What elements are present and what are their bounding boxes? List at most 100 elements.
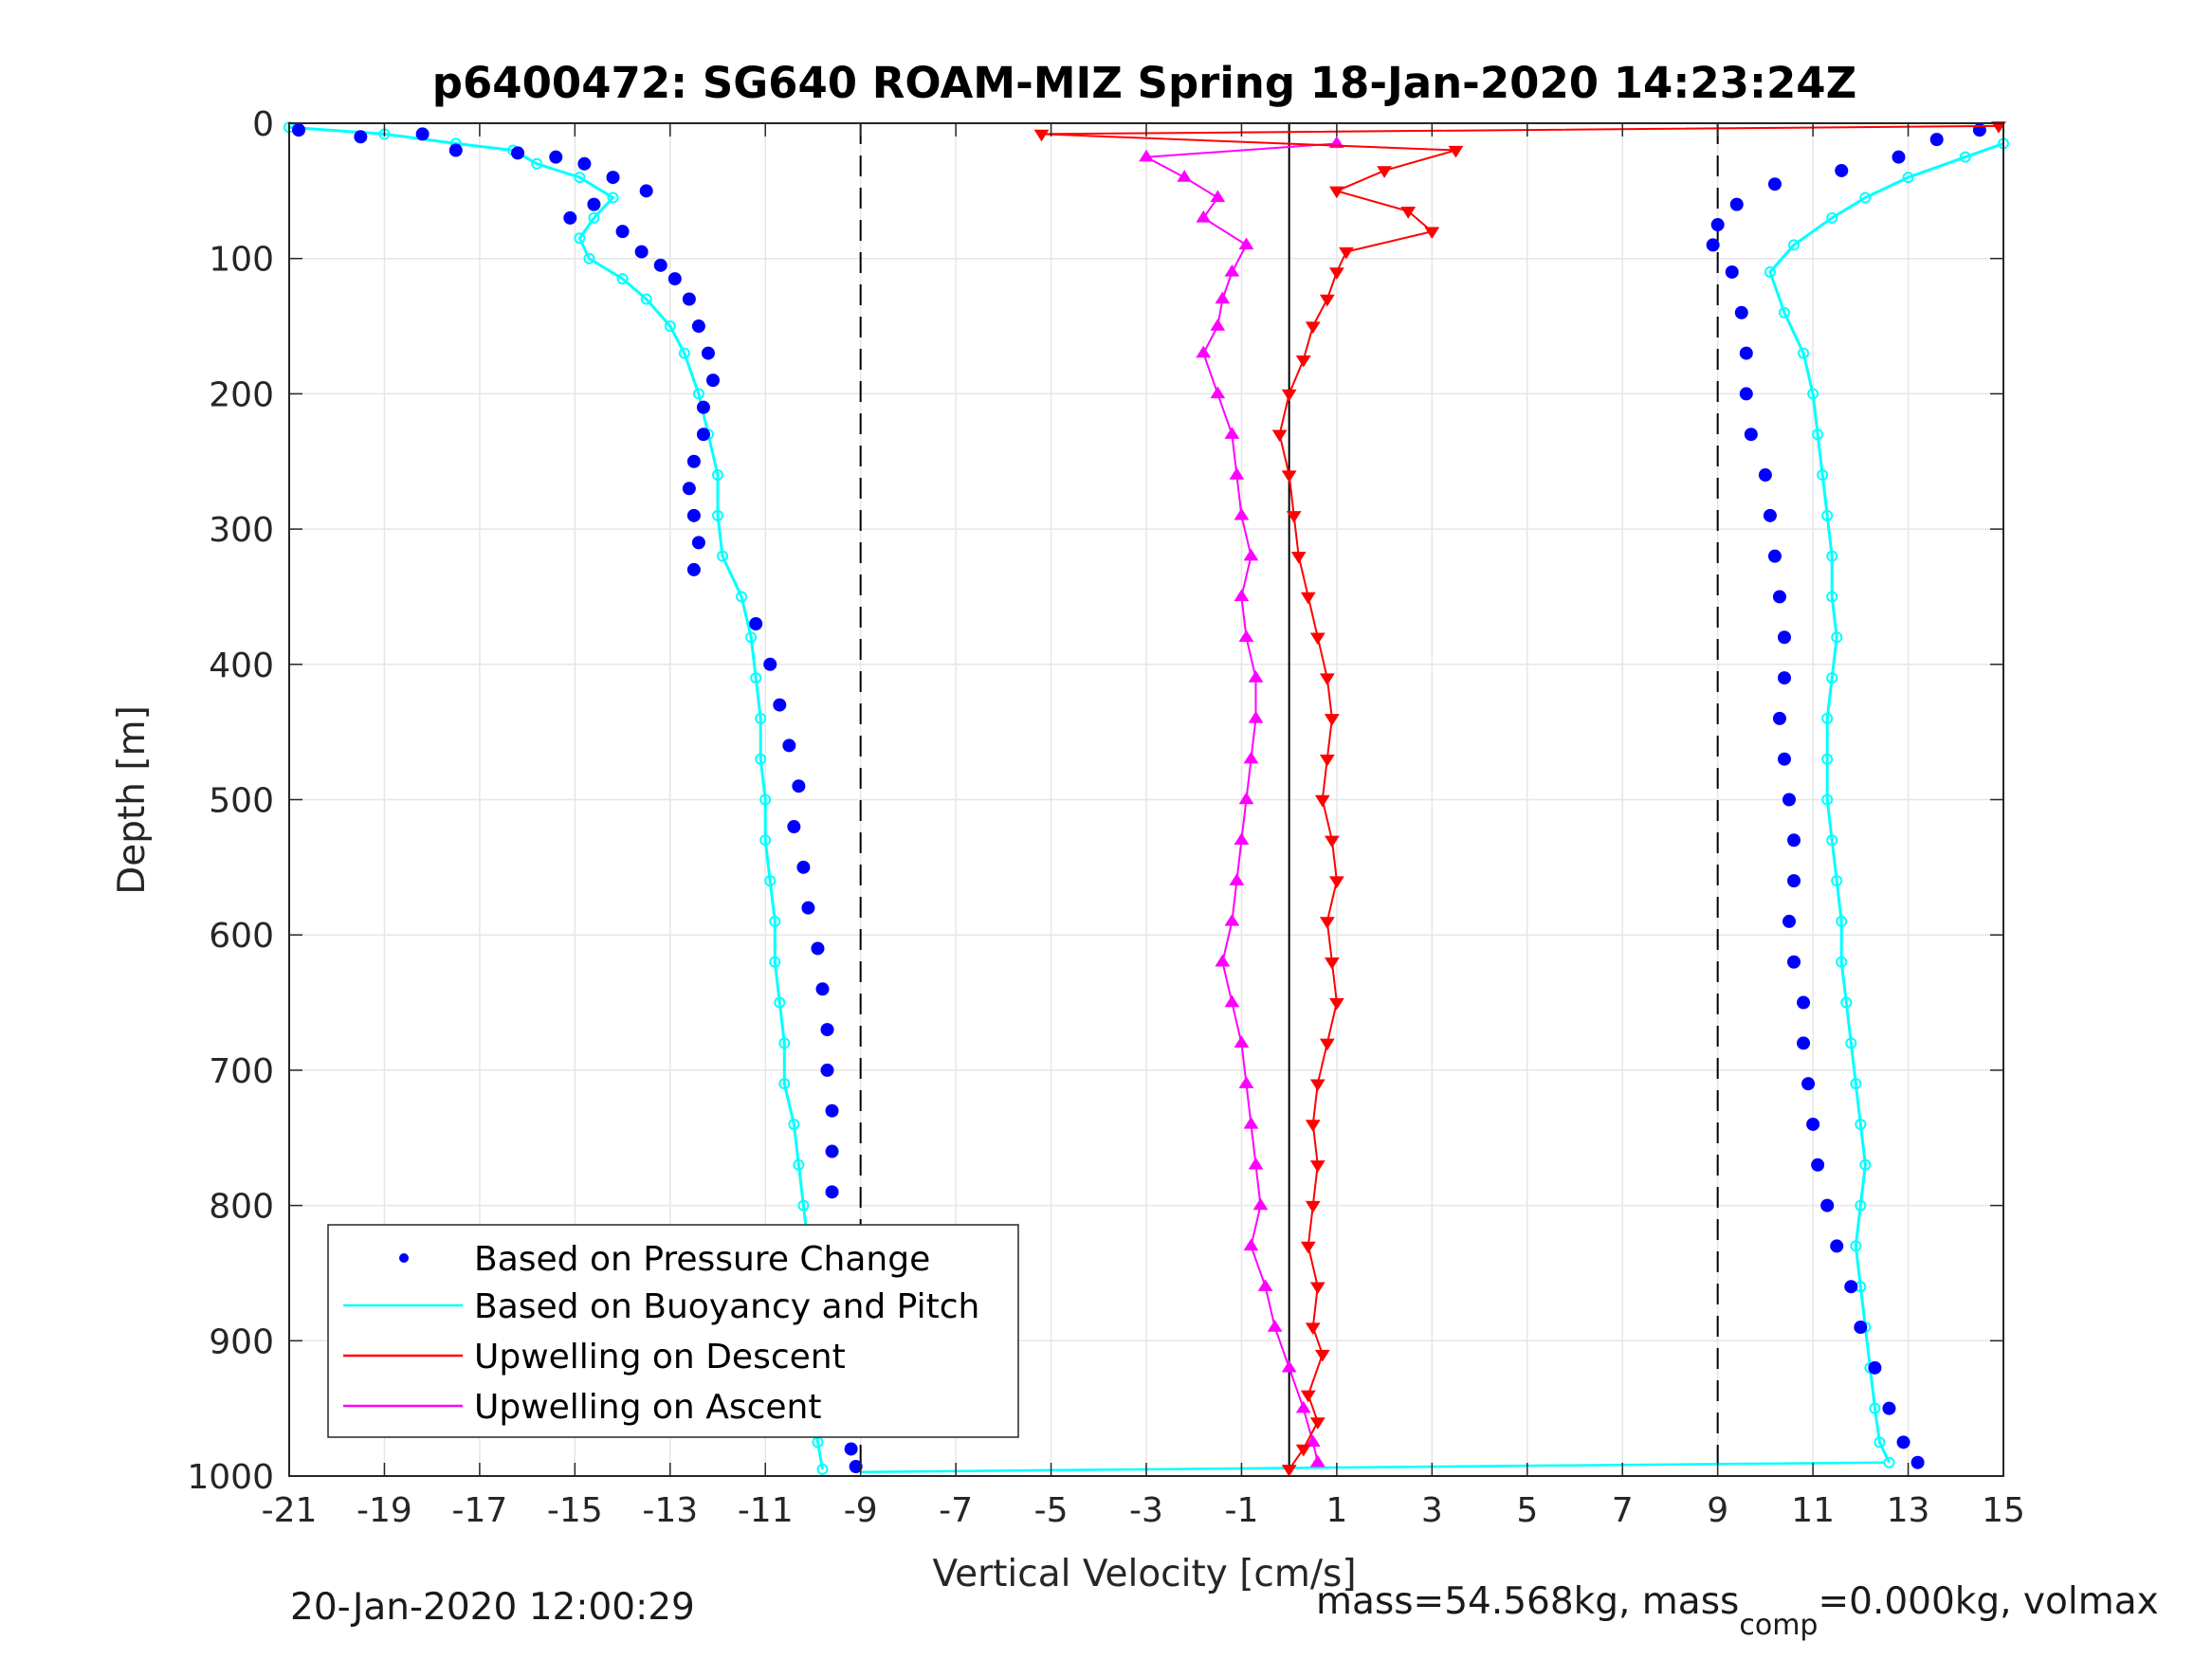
x-tick-label: 11: [1791, 1491, 1835, 1530]
upwelling-ascent-point: [1238, 237, 1254, 250]
buoyancy-ascent-point: [1959, 151, 1971, 163]
upwelling-ascent-point: [1177, 170, 1193, 182]
buoyancy-descent-point: [616, 273, 629, 285]
chart-legend: Based on Pressure Change Based on Buoyanc…: [327, 1224, 1019, 1438]
pressure-ascent-point: [1811, 1158, 1825, 1172]
buoyancy-descent-point: [750, 672, 762, 684]
pressure-ascent-point: [1763, 508, 1777, 522]
y-tick-label: 100: [209, 241, 274, 280]
buoyancy-descent-point: [717, 550, 729, 562]
upwelling-ascent-point: [1281, 1359, 1297, 1373]
pressure-ascent-point: [1767, 549, 1782, 563]
upwelling-ascent-point: [1224, 264, 1240, 277]
upwelling-ascent-point: [1257, 1279, 1273, 1291]
upwelling-descent-point: [1281, 470, 1297, 483]
upwelling-ascent-point: [1248, 1157, 1264, 1170]
pressure-descent-point: [749, 616, 763, 630]
buoyancy-ascent-point: [1826, 672, 1838, 684]
x-tick-label: -19: [356, 1491, 412, 1530]
buoyancy-descent-point: [712, 509, 723, 521]
x-tick-label: 3: [1421, 1491, 1443, 1530]
buoyancy-ascent-point: [1798, 347, 1810, 359]
upwelling-ascent-point: [1234, 1035, 1250, 1048]
upwelling-descent-point: [1339, 246, 1354, 260]
upwelling-ascent-point: [1224, 994, 1240, 1008]
pressure-descent-point: [448, 143, 463, 157]
upwelling-descent-point: [1324, 714, 1340, 726]
buoyancy-descent-point: [607, 191, 619, 204]
buoyancy-descent-point: [736, 591, 748, 603]
buoyancy-descent-point: [759, 793, 772, 806]
x-tick-label: -17: [451, 1491, 507, 1530]
upwelling-ascent-point: [1139, 149, 1154, 162]
upwelling-descent-point: [1309, 1282, 1325, 1295]
buoyancy-ascent-line: [1768, 141, 2004, 1464]
buoyancy-ascent-point: [1821, 712, 1834, 724]
buoyancy-descent-point: [797, 1199, 810, 1212]
buoyancy-descent-point: [769, 915, 781, 927]
pressure-descent-point: [763, 657, 777, 671]
pressure-ascent-point: [1772, 711, 1786, 725]
buoyancy-ascent-point: [1850, 1240, 1862, 1252]
pressure-ascent-point: [1910, 1455, 1925, 1469]
upwelling-ascent-point: [1210, 190, 1226, 203]
pressure-descent-point: [667, 272, 682, 286]
pressure-descent-point: [696, 400, 710, 414]
pressure-descent-point: [577, 156, 592, 171]
upwelling-descent-point: [1448, 145, 1464, 158]
buoyancy-descent-point: [640, 293, 652, 305]
pressure-ascent-point: [1710, 218, 1725, 232]
reference-lines: [859, 123, 1719, 1476]
upwelling-descent-point: [1295, 1444, 1311, 1457]
pressure-descent-point: [825, 1144, 839, 1158]
pressure-ascent-point: [1787, 955, 1801, 969]
pressure-ascent-point: [1706, 238, 1720, 252]
buoyancy-ascent-point: [1764, 265, 1776, 278]
y-tick-label: 1000: [187, 1458, 274, 1497]
upwelling-descent-point: [1309, 1160, 1325, 1173]
buoyancy-ascent-point: [1817, 469, 1829, 482]
pressure-descent-point: [686, 454, 701, 468]
x-tick-label: -5: [1034, 1491, 1069, 1530]
y-tick-label: 700: [209, 1052, 274, 1091]
pressure-ascent-point: [1896, 1435, 1910, 1449]
y-tick-label: 200: [209, 375, 274, 414]
pressure-ascent-point: [1777, 630, 1791, 645]
upwelling-ascent-point: [1238, 792, 1254, 805]
pressure-ascent-point: [1844, 1280, 1858, 1294]
x-tick-label: -7: [939, 1491, 973, 1530]
upwelling-descent-point: [1319, 917, 1335, 929]
mass-info-suffix: =0.000kg, volmax: [1818, 1580, 2159, 1623]
pressure-ascent-point: [1739, 346, 1753, 360]
y-tick-label: 500: [209, 782, 274, 821]
pressure-descent-point: [825, 1103, 839, 1118]
chart-title: p6400472: SG640 ROAM-MIZ Spring 18-Jan-2…: [432, 58, 1856, 108]
y-tick-label: 800: [209, 1188, 274, 1227]
mass-info-subscript: comp: [1739, 1609, 1819, 1642]
buoyancy-ascent-point: [1826, 591, 1838, 603]
buoyancy-ascent-point: [1821, 509, 1834, 521]
pressure-descent-point: [686, 562, 701, 576]
upwelling-descent-point: [1305, 1120, 1321, 1132]
pressure-descent-point: [820, 1063, 834, 1077]
pressure-descent-point: [549, 150, 563, 164]
pressure-descent-point: [639, 184, 653, 198]
legend-label: Upwelling on Descent: [474, 1338, 846, 1376]
buoyancy-ascent-point: [1831, 875, 1843, 887]
upwelling-ascent-point: [1210, 319, 1226, 331]
pressure-ascent-point: [1929, 133, 1944, 147]
upwelling-descent-point: [1424, 227, 1440, 240]
upwelling-descent-point: [1305, 1200, 1321, 1213]
buoyancy-ascent-point: [1869, 1402, 1881, 1414]
x-axis-label: Vertical Velocity [cm/s]: [932, 1553, 1356, 1595]
upwelling-descent-point: [1281, 389, 1297, 402]
pressure-descent-point: [849, 1460, 863, 1474]
pressure-descent-point: [705, 374, 720, 388]
buoyancy-descent-point: [678, 347, 690, 359]
y-axis-label: Depth [m]: [111, 705, 154, 895]
buoyancy-ascent-point: [1902, 172, 1914, 184]
pressure-ascent-point: [1767, 177, 1782, 191]
buoyancy-descent-point: [755, 712, 767, 724]
upwelling-descent-point: [1271, 429, 1288, 443]
pressure-ascent-point: [1820, 1198, 1835, 1212]
